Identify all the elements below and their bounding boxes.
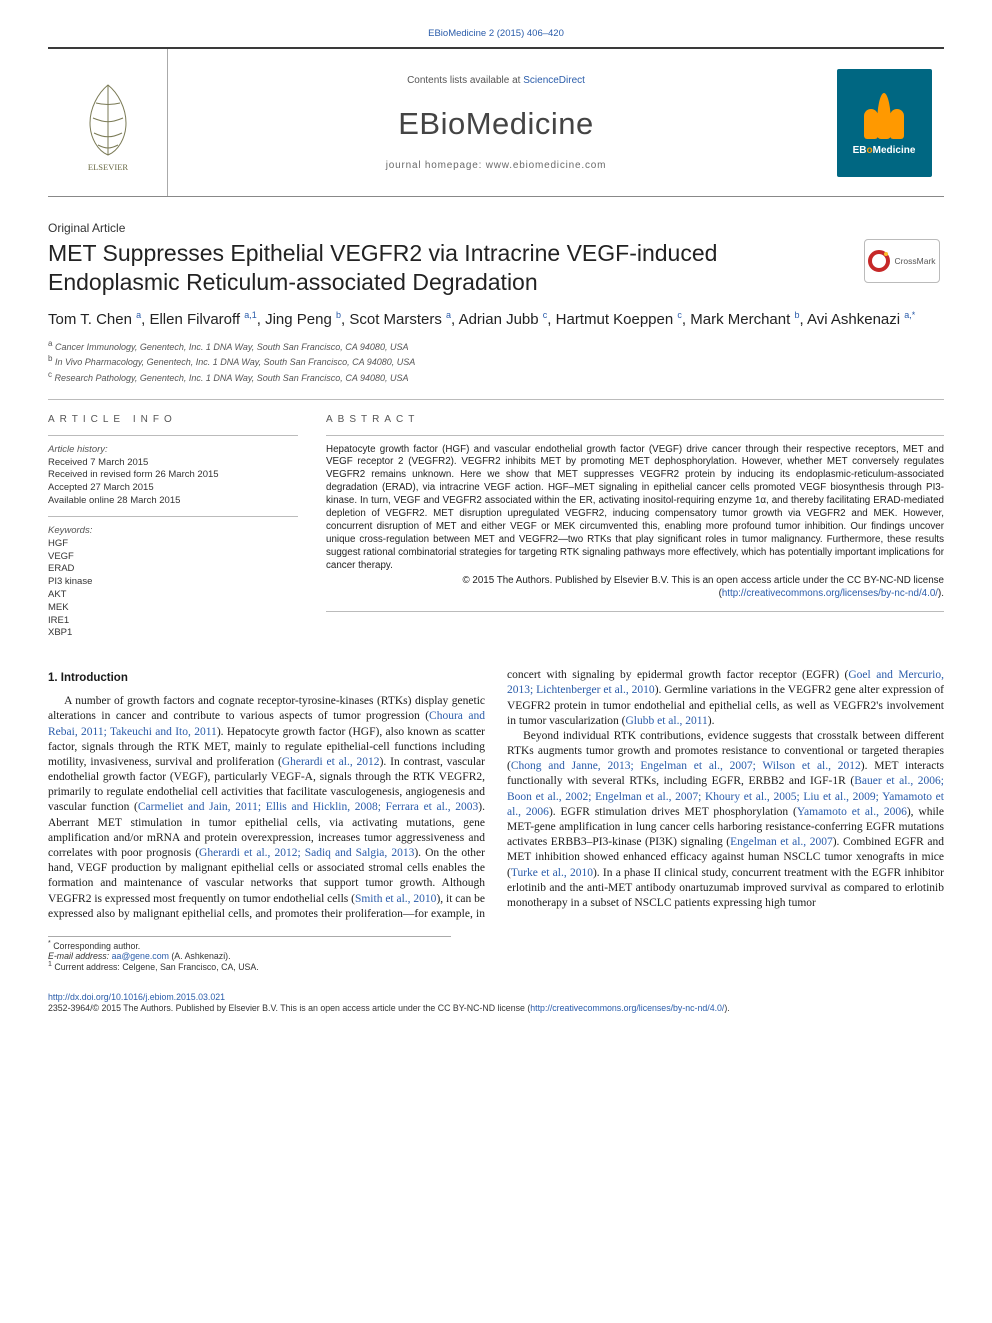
page-footer: http://dx.doi.org/10.1016/j.ebiom.2015.0… xyxy=(48,992,944,1013)
author-list: Tom T. Chen a, Ellen Filvaroff a,1, Jing… xyxy=(48,309,944,330)
svg-text:ELSEVIER: ELSEVIER xyxy=(87,162,127,172)
section-heading: 1. Introduction xyxy=(48,672,485,684)
author: Scot Marsters a xyxy=(349,311,451,328)
crossmark-icon xyxy=(868,250,890,272)
citation-link[interactable]: Smith et al., 2010 xyxy=(355,893,436,905)
author: Ellen Filvaroff a,1 xyxy=(149,311,256,328)
license-link[interactable]: http://creativecommons.org/licenses/by-n… xyxy=(530,1003,724,1013)
article-info: article info Article history: Received 7… xyxy=(48,414,298,641)
journal-masthead: ELSEVIER Contents lists available at Sci… xyxy=(48,47,944,197)
elsevier-logo: ELSEVIER xyxy=(48,49,168,196)
sciencedirect-link[interactable]: ScienceDirect xyxy=(523,75,585,86)
author: Adrian Jubb c xyxy=(459,311,548,328)
article-body: 1. Introduction A number of growth facto… xyxy=(48,668,944,922)
divider xyxy=(48,399,944,400)
body-paragraph: Beyond individual RTK contributions, evi… xyxy=(507,729,944,911)
citation-link[interactable]: Yamamoto et al., 2006 xyxy=(797,806,907,818)
author: Tom T. Chen a xyxy=(48,311,141,328)
citation-link[interactable]: Engelman et al., 2007 xyxy=(730,836,833,848)
affiliation-list: a Cancer Immunology, Genentech, Inc. 1 D… xyxy=(48,338,944,385)
author: Mark Merchant b xyxy=(690,311,799,328)
citation-link[interactable]: Gherardi et al., 2012; Sadiq and Salgia,… xyxy=(199,847,414,859)
flame-icon xyxy=(864,89,904,139)
email-link[interactable]: aa@gene.com xyxy=(112,951,169,961)
citation-link[interactable]: Carmeliet and Jain, 2011; Ellis and Hick… xyxy=(138,801,478,813)
article-section-label: Original Article xyxy=(48,221,944,235)
journal-cover-logo: EBoMedicine xyxy=(824,49,944,196)
author: Jing Peng b xyxy=(265,311,341,328)
citation-link[interactable]: Goel and Mercurio, 2013; Lichtenberger e… xyxy=(507,669,944,696)
abstract: abstract Hepatocyte growth factor (HGF) … xyxy=(326,414,944,641)
license-link[interactable]: http://creativecommons.org/licenses/by-n… xyxy=(722,588,938,599)
author: Avi Ashkenazi a,* xyxy=(807,311,915,328)
contents-line: Contents lists available at ScienceDirec… xyxy=(168,75,824,86)
keywords: HGFVEGFERADPI3 kinaseAKTMEKIRE1XBP1 xyxy=(48,538,298,641)
journal-homepage: journal homepage: www.ebiomedicine.com xyxy=(168,160,824,171)
article-history: Received 7 March 2015Received in revised… xyxy=(48,457,298,508)
article-title: MET Suppresses Epithelial VEGFR2 via Int… xyxy=(48,239,854,297)
crossmark-badge[interactable]: CrossMark xyxy=(864,239,940,283)
doi-link[interactable]: http://dx.doi.org/10.1016/j.ebiom.2015.0… xyxy=(48,992,944,1002)
citation-link[interactable]: Gherardi et al., 2012 xyxy=(282,756,380,768)
citation-link[interactable]: Chong and Janne, 2013; Engelman et al., … xyxy=(511,760,861,772)
citation-link[interactable]: Glubb et al., 2011 xyxy=(625,715,707,727)
citation-link[interactable]: Choura and Rebai, 2011; Takeuchi and Ito… xyxy=(48,710,485,737)
author: Hartmut Koeppen c xyxy=(556,311,682,328)
running-header: EBioMedicine 2 (2015) 406–420 xyxy=(48,28,944,39)
citation-link[interactable]: Turke et al., 2010 xyxy=(511,867,593,879)
journal-title: EBioMedicine xyxy=(168,106,824,142)
footnotes: * Corresponding author. E-mail address: … xyxy=(48,936,451,972)
